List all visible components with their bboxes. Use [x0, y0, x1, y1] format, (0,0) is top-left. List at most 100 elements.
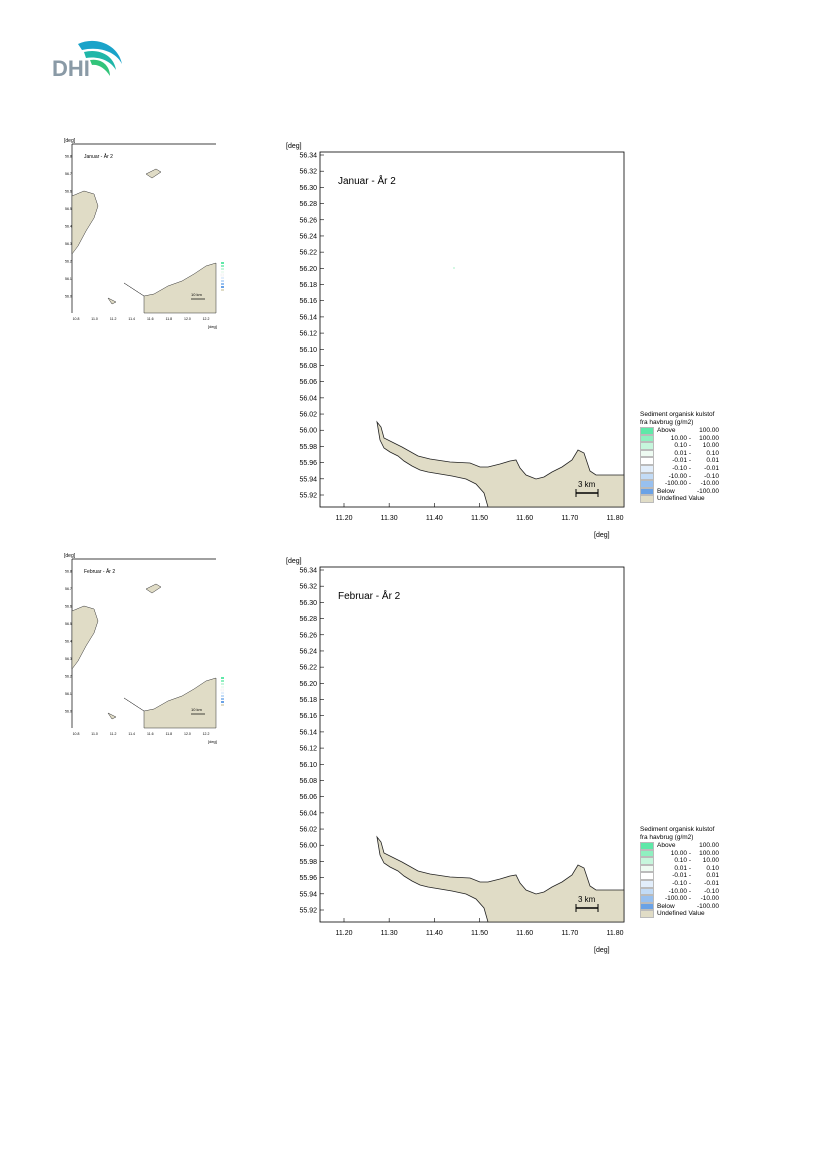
scale-bar: 3 km — [575, 480, 599, 497]
scale-bar-label: 3 km — [578, 480, 596, 489]
y-tick-label: 56.14 — [299, 314, 317, 321]
y-tick-label: 56.06 — [299, 379, 317, 386]
thumb-title: Februar - År 2 — [84, 568, 115, 575]
legend-label: -0.01 - — [672, 457, 691, 465]
legend-value: 10.00 — [702, 442, 719, 450]
legend-february: Sediment organisk kulstof fra havbrug (g… — [640, 826, 719, 918]
y-tick-label: 56.16 — [299, 713, 317, 720]
legend-value: 100.00 — [699, 434, 719, 442]
legend-label: 0.01 - — [674, 449, 691, 457]
thumb-y-tick-label: 56.6 — [65, 605, 72, 609]
y-tick-label: 56.02 — [299, 827, 317, 834]
y-tick-label: 55.92 — [299, 908, 317, 915]
legend-title-line1: Sediment organisk kulstof — [640, 411, 715, 418]
thumb-legend — [220, 262, 224, 291]
legend-row: Below -100.00 — [640, 902, 719, 911]
y-tick-label: 56.00 — [299, 428, 317, 435]
legend-row: -0.10 - -0.01 — [640, 879, 719, 888]
legend-swatch — [640, 449, 654, 458]
y-tick-label: 56.34 — [299, 153, 317, 160]
thumb-y-tick-label: 56.8 — [65, 570, 72, 574]
thumb-x-tick-label: 12.2 — [203, 732, 210, 736]
legend-title-line1: Sediment organisk kulstof — [640, 826, 715, 833]
legend-swatch — [640, 480, 654, 488]
thumb-y-tick-label: 56.7 — [65, 587, 72, 591]
thumb-x-tick-label: 11.0 — [91, 317, 98, 321]
y-tick-label: 56.22 — [299, 665, 317, 672]
y-tick-label: 56.26 — [299, 632, 317, 639]
map-frame — [319, 566, 625, 923]
thumb-x-tick-label: 11.4 — [128, 317, 135, 321]
legend-value: -100.00 — [696, 487, 719, 495]
y-tick-label: 55.98 — [299, 859, 317, 866]
thumb-y-tick-label: 56.4 — [65, 640, 72, 644]
y-tick-label: 56.28 — [299, 201, 317, 208]
thumb-islet — [107, 712, 117, 720]
thumb-y-tick-label: 56.5 — [65, 622, 72, 626]
legend-label: -0.01 - — [672, 872, 691, 880]
legend-swatch — [640, 849, 654, 858]
legend-swatch — [640, 842, 654, 850]
thumb-y-tick-label: 56.6 — [65, 190, 72, 194]
x-tick-label: 11.20 — [336, 515, 353, 522]
thumb-x-tick-label: 11.4 — [128, 732, 135, 736]
legend-row: Undefined Value — [640, 495, 719, 503]
legend-value: 10.00 — [702, 857, 719, 865]
legend-value: -0.10 — [704, 887, 719, 895]
y-tick-label: 56.10 — [299, 762, 317, 769]
y-tick-label: 56.02 — [299, 412, 317, 419]
thumb-x-unit: [deg] — [208, 324, 217, 329]
x-tick-label: 11.30 — [381, 930, 398, 937]
y-tick-label: 56.12 — [299, 331, 317, 338]
thumb-x-tick-label: 11.0 — [91, 732, 98, 736]
thumb-x-tick-label: 11.8 — [166, 317, 173, 321]
x-tick-label: 11.60 — [516, 515, 533, 522]
legend-items: Above 100.00 10.00 -100.00 0.10 -10.00 0.01 … — [640, 842, 719, 918]
scale-bar-label: 3 km — [578, 895, 596, 904]
y-tick-label: 56.08 — [299, 778, 317, 785]
legend-row: Above 100.00 — [640, 842, 719, 850]
y-tick-label: 56.14 — [299, 729, 317, 736]
y-axis-unit: [deg] — [286, 143, 302, 150]
map-title: Januar - År 2 — [338, 174, 396, 187]
legend-swatch — [640, 434, 654, 443]
legend-row: -100.00 - -10.00 — [640, 895, 719, 903]
legend-swatch — [640, 442, 654, 450]
x-tick-label: 11.50 — [471, 515, 488, 522]
y-tick-label: 56.06 — [299, 794, 317, 801]
thumb-axis-unit: [deg] — [64, 553, 76, 559]
coastline-land — [376, 420, 625, 508]
thumb-x-tick-label: 12.0 — [184, 317, 191, 321]
legend-value: 0.10 — [706, 449, 719, 457]
legend-value: -0.10 — [704, 472, 719, 480]
legend-value: 0.01 — [706, 872, 719, 880]
legend-swatch — [640, 902, 654, 911]
thumb-y-ticks: 56.8 56.7 56.6 56.5 56.4 56.3 56.2 56.1 56.0 — [65, 155, 72, 299]
y-tick-label: 56.18 — [299, 282, 317, 289]
legend-label: 0.01 - — [674, 864, 691, 872]
y-tick-label: 56.18 — [299, 697, 317, 704]
thumb-x-tick-label: 10.8 — [73, 732, 80, 736]
thumb-x-tick-label: 12.0 — [184, 732, 191, 736]
legend-row: 0.01 - 0.10 — [640, 864, 719, 873]
legend-label: -0.10 - — [672, 464, 691, 472]
legend-row: 0.10 - 10.00 — [640, 857, 719, 865]
legend-value: 0.10 — [706, 864, 719, 872]
sediment-dot — [453, 267, 455, 269]
legend-label: -0.10 - — [672, 879, 691, 887]
legend-label: Below — [657, 487, 675, 495]
thumb-y-tick-label: 56.7 — [65, 172, 72, 176]
legend-label: 0.10 - — [674, 442, 691, 450]
legend-label: Undefined Value — [657, 910, 705, 918]
legend-label: -10.00 - — [668, 472, 691, 480]
legend-label: 10.00 - — [670, 434, 691, 442]
legend-swatch — [640, 887, 654, 896]
legend-value: -0.01 — [704, 879, 719, 887]
thumb-legend — [220, 677, 224, 706]
thumb-y-tick-label: 56.1 — [65, 692, 72, 696]
thumbnail-map-february: [deg] Februar - År 2 56.8 56.7 56.6 56.5 56.… — [64, 553, 224, 744]
x-axis-unit: [deg] — [594, 947, 610, 954]
thumb-x-ticks: 10.8 11.0 11.2 11.4 11.6 11.8 12.0 12.2 — [73, 317, 210, 321]
legend-value: -10.00 — [700, 480, 719, 488]
legend-items: Above 100.00 10.00 -100.00 0.10 -10.00 0.01 … — [640, 427, 719, 503]
